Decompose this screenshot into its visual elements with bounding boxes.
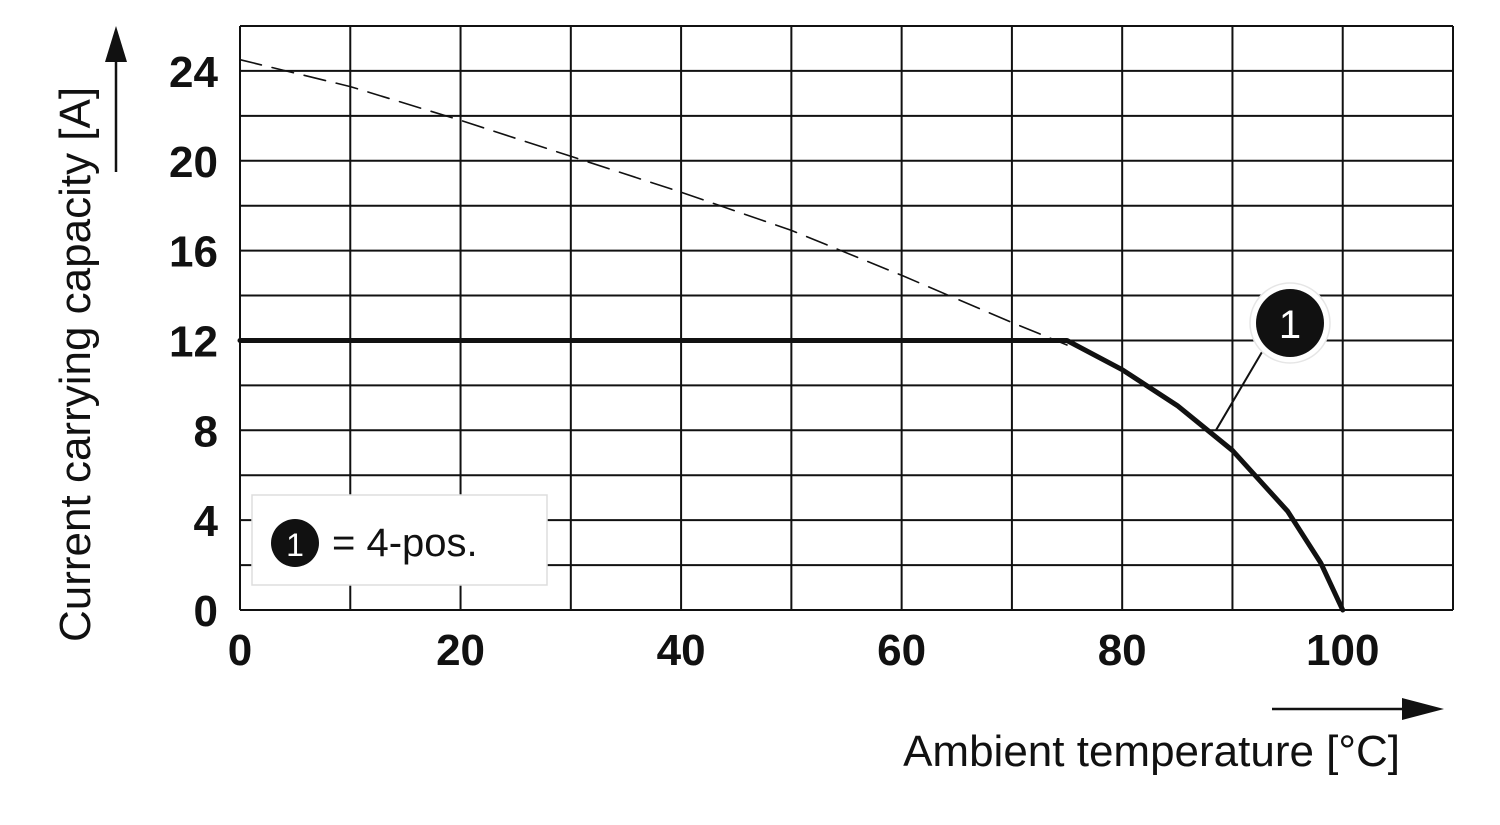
x-tick-label: 100 (1306, 626, 1379, 675)
x-axis-title: Ambient temperature [°C] (903, 727, 1400, 776)
x-tick-label: 0 (228, 626, 252, 675)
y-axis-title: Current carrying capacity [A] (51, 87, 100, 642)
y-tick-label: 20 (169, 138, 218, 187)
legend-marker-icon (271, 519, 319, 567)
x-tick-label: 20 (436, 626, 485, 675)
series-line-base (239, 58, 1068, 346)
y-tick-label: 0 (194, 587, 218, 636)
y-axis-title-group: Current carrying capacity [A] (51, 26, 127, 642)
y-tick-label: 24 (169, 48, 218, 97)
legend: 1 = 4-pos. (251, 494, 548, 586)
curve-marker-digit: 1 (1279, 303, 1301, 347)
x-tick-label: 80 (1098, 626, 1147, 675)
x-axis-title-group: Ambient temperature [°C] (903, 698, 1444, 776)
legend-marker-digit: 1 (286, 527, 304, 563)
callout-leader-line (1215, 351, 1263, 431)
x-tick-label: 40 (657, 626, 706, 675)
curve-marker-callout: 1 (1215, 282, 1331, 431)
tick-labels: 0 20 40 60 80 100 0 4 8 12 16 20 24 (169, 48, 1379, 675)
x-tick-label: 60 (877, 626, 926, 675)
y-tick-label: 4 (194, 497, 219, 546)
series-line-derated-4-pos (237, 338, 1346, 613)
x-axis-arrow-icon (1402, 698, 1444, 720)
y-axis-arrow-icon (105, 26, 127, 62)
y-tick-label: 8 (194, 407, 218, 456)
series-layer (237, 58, 1346, 613)
y-tick-label: 16 (169, 228, 218, 277)
curve-marker-icon (1256, 289, 1324, 357)
y-tick-label: 12 (169, 317, 218, 366)
legend-entry-label: = 4-pos. (332, 521, 478, 565)
grid (239, 25, 1454, 611)
